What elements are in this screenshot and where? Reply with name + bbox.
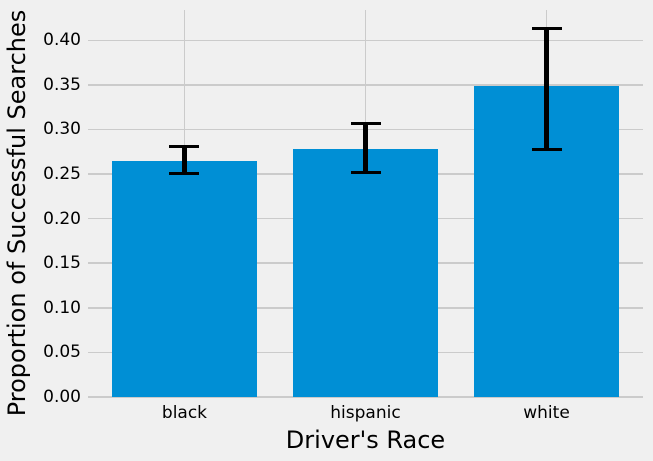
error-bar-line <box>181 146 187 174</box>
y-tick-label: 0.00 <box>43 387 81 407</box>
error-bar-cap-top <box>531 27 562 31</box>
error-bar-cap-bottom <box>169 171 200 175</box>
y-tick-label: 0.05 <box>43 342 81 363</box>
bar-black <box>112 160 257 397</box>
y-tick-label: 0.15 <box>43 253 81 274</box>
error-bar-cap-top <box>350 121 381 125</box>
y-tick-label: 0.10 <box>43 297 81 318</box>
error-bar-cap-bottom <box>350 170 381 174</box>
x-axis-label: Driver's Race <box>285 426 446 454</box>
bar-hispanic <box>293 149 438 397</box>
x-tick-label: white <box>523 403 570 423</box>
error-bar-line <box>544 28 550 150</box>
error-bar-cap-bottom <box>531 148 562 152</box>
y-tick-label: 0.35 <box>43 74 81 95</box>
y-tick-label: 0.25 <box>43 164 81 185</box>
error-bar-cap-top <box>169 144 200 148</box>
error-bar-line <box>363 123 368 173</box>
y-tick-label: 0.30 <box>43 119 81 140</box>
y-tick-label: 0.40 <box>43 30 81 51</box>
x-tick-label: hispanic <box>330 403 401 423</box>
x-tick-label: black <box>161 403 208 423</box>
plot-area <box>88 10 643 398</box>
h-gridline <box>88 396 643 398</box>
y-tick-label: 0.20 <box>43 208 81 229</box>
